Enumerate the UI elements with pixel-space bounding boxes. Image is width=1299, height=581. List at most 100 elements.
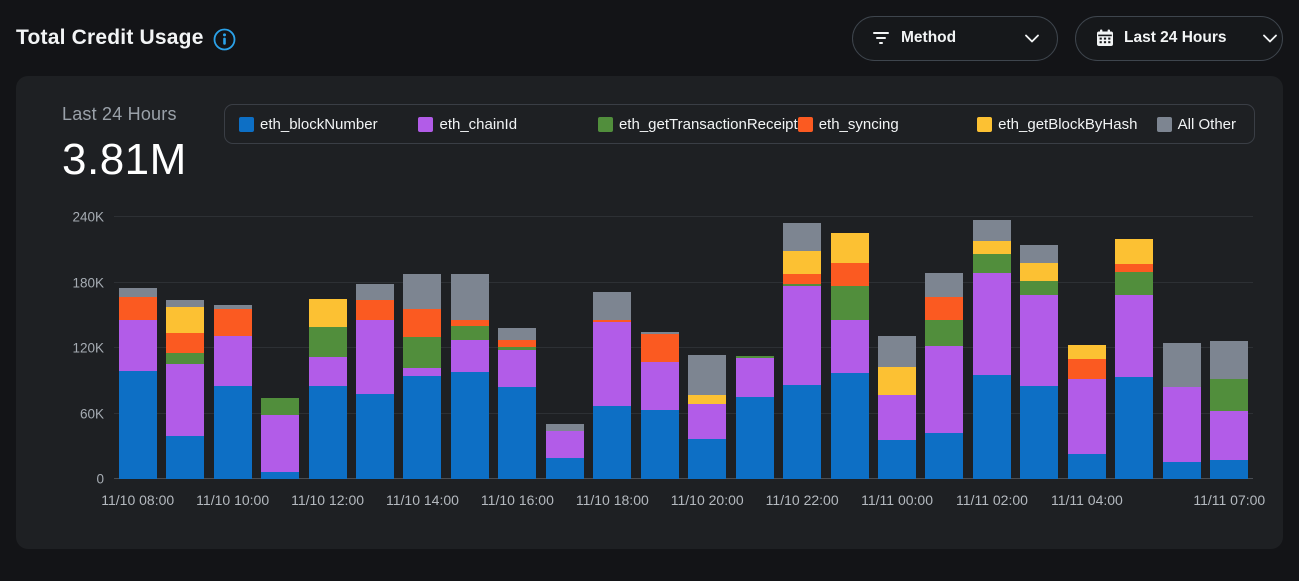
bar-segment-eth_blockNumber[interactable] <box>1115 377 1154 479</box>
bar-segment-eth_blockNumber[interactable] <box>261 472 300 479</box>
bar-segment-eth_blockNumber[interactable] <box>640 410 679 479</box>
bar-segment-All Other[interactable] <box>972 220 1011 242</box>
bar-segment-eth_chainId[interactable] <box>1020 294 1059 387</box>
bar-segment-eth_blockNumber[interactable] <box>878 439 916 479</box>
stacked-bar-11/11 05:00[interactable] <box>1115 217 1154 479</box>
bar-segment-eth_syncing[interactable] <box>925 296 964 320</box>
bar-segment-eth_chainId[interactable] <box>118 319 157 371</box>
bar-segment-All Other[interactable] <box>356 283 394 300</box>
bar-segment-eth_chainId[interactable] <box>545 430 584 459</box>
bar-segment-eth_blockNumber[interactable] <box>593 405 632 479</box>
bar-segment-All Other[interactable] <box>688 354 727 395</box>
bar-segment-eth_getTransactionReceipt[interactable] <box>1210 378 1249 412</box>
bar-segment-eth_getTransactionReceipt[interactable] <box>925 319 964 346</box>
stacked-bar-11/10 11:00[interactable] <box>261 217 300 479</box>
bar-segment-eth_getBlockByHash[interactable] <box>830 233 869 263</box>
bar-segment-eth_chainId[interactable] <box>498 350 537 388</box>
info-icon[interactable] <box>213 28 236 51</box>
bar-segment-eth_blockNumber[interactable] <box>925 433 964 479</box>
stacked-bar-11/11 07:00[interactable] <box>1210 217 1249 479</box>
bar-segment-eth_blockNumber[interactable] <box>403 376 442 479</box>
stacked-bar-11/11 03:00[interactable] <box>1020 217 1059 479</box>
bar-segment-eth_blockNumber[interactable] <box>1210 460 1249 479</box>
bar-segment-eth_getBlockByHash[interactable] <box>688 394 727 404</box>
bar-segment-eth_chainId[interactable] <box>735 357 774 398</box>
bar-segment-eth_chainId[interactable] <box>450 340 489 373</box>
stacked-bar-11/10 17:00[interactable] <box>545 217 584 479</box>
stacked-bar-11/10 20:00[interactable] <box>688 217 727 479</box>
stacked-bar-11/11 00:00[interactable] <box>878 217 916 479</box>
bar-segment-All Other[interactable] <box>783 222 822 251</box>
bar-segment-All Other[interactable] <box>878 336 916 367</box>
bar-segment-All Other[interactable] <box>118 288 157 297</box>
bar-segment-eth_chainId[interactable] <box>640 362 679 411</box>
stacked-bar-11/10 19:00[interactable] <box>640 217 679 479</box>
bar-segment-eth_getTransactionReceipt[interactable] <box>450 326 489 341</box>
bar-segment-eth_syncing[interactable] <box>213 308 252 337</box>
bar-segment-eth_blockNumber[interactable] <box>735 397 774 479</box>
bar-segment-All Other[interactable] <box>925 272 964 297</box>
bar-segment-eth_getTransactionReceipt[interactable] <box>261 398 300 415</box>
bar-segment-eth_syncing[interactable] <box>593 319 632 322</box>
bar-segment-eth_syncing[interactable] <box>403 308 442 338</box>
bar-segment-All Other[interactable] <box>1162 342 1201 388</box>
stacked-bar-11/10 23:00[interactable] <box>830 217 869 479</box>
stacked-bar-11/11 02:00[interactable] <box>972 217 1011 479</box>
bar-segment-All Other[interactable] <box>498 328 537 341</box>
stacked-bar-11/10 09:00[interactable] <box>166 217 205 479</box>
bar-segment-eth_blockNumber[interactable] <box>498 387 537 479</box>
bar-segment-eth_getBlockByHash[interactable] <box>1067 344 1106 359</box>
bar-segment-eth_blockNumber[interactable] <box>972 375 1011 479</box>
stacked-bar-11/10 21:00[interactable] <box>735 217 774 479</box>
bar-segment-eth_blockNumber[interactable] <box>1162 461 1201 479</box>
bar-segment-eth_syncing[interactable] <box>783 273 822 284</box>
legend-item-eth_chainId[interactable]: eth_chainId <box>418 116 597 133</box>
legend-item-eth_syncing[interactable]: eth_syncing <box>797 116 977 133</box>
legend-item-eth_getBlockByHash[interactable]: eth_getBlockByHash <box>977 116 1156 133</box>
bar-segment-eth_chainId[interactable] <box>308 356 347 387</box>
bar-segment-eth_chainId[interactable] <box>166 364 205 437</box>
bar-segment-eth_syncing[interactable] <box>830 262 869 286</box>
bar-segment-eth_getTransactionReceipt[interactable] <box>1115 271 1154 295</box>
bar-segment-eth_syncing[interactable] <box>640 333 679 363</box>
bar-segment-eth_getBlockByHash[interactable] <box>1115 238 1154 264</box>
bar-segment-eth_chainId[interactable] <box>1115 294 1154 378</box>
bar-segment-eth_getTransactionReceipt[interactable] <box>308 327 347 357</box>
bar-segment-eth_chainId[interactable] <box>593 321 632 406</box>
bar-segment-eth_blockNumber[interactable] <box>1067 453 1106 479</box>
legend-item-eth_blockNumber[interactable]: eth_blockNumber <box>239 116 418 133</box>
bar-segment-All Other[interactable] <box>545 424 584 431</box>
bar-segment-eth_getBlockByHash[interactable] <box>1020 262 1059 282</box>
bar-segment-eth_getBlockByHash[interactable] <box>166 306 205 333</box>
bar-segment-eth_chainId[interactable] <box>213 336 252 387</box>
legend-item-All Other[interactable]: All Other <box>1156 116 1244 133</box>
bar-segment-eth_getTransactionReceipt[interactable] <box>166 353 205 365</box>
bar-segment-eth_chainId[interactable] <box>1162 387 1201 462</box>
bar-segment-eth_getBlockByHash[interactable] <box>308 298 347 328</box>
bar-segment-eth_getTransactionReceipt[interactable] <box>1020 281 1059 295</box>
bar-segment-eth_chainId[interactable] <box>878 394 916 440</box>
bar-segment-All Other[interactable] <box>1020 245 1059 263</box>
bar-segment-eth_syncing[interactable] <box>1115 263 1154 272</box>
stacked-bar-11/10 12:00[interactable] <box>308 217 347 479</box>
bar-segment-eth_blockNumber[interactable] <box>450 372 489 479</box>
bar-segment-eth_syncing[interactable] <box>118 296 157 320</box>
method-filter-dropdown[interactable]: Method <box>852 15 1058 61</box>
stacked-bar-11/10 08:00[interactable] <box>118 217 157 479</box>
bar-segment-eth_syncing[interactable] <box>166 332 205 354</box>
stacked-bar-11/10 18:00[interactable] <box>593 217 632 479</box>
bar-segment-eth_chainId[interactable] <box>925 345 964 434</box>
bar-segment-eth_chainId[interactable] <box>830 319 869 374</box>
bar-segment-eth_blockNumber[interactable] <box>166 436 205 479</box>
bar-segment-eth_syncing[interactable] <box>450 319 489 327</box>
bar-segment-eth_syncing[interactable] <box>356 300 394 320</box>
bar-segment-eth_blockNumber[interactable] <box>213 386 252 479</box>
stacked-bar-11/11 04:00[interactable] <box>1067 217 1106 479</box>
bar-segment-eth_syncing[interactable] <box>498 340 537 347</box>
bar-segment-eth_blockNumber[interactable] <box>545 458 584 479</box>
bar-segment-eth_blockNumber[interactable] <box>118 370 157 479</box>
bar-segment-eth_chainId[interactable] <box>1067 378 1106 454</box>
stacked-bar-11/10 16:00[interactable] <box>498 217 537 479</box>
bar-segment-eth_blockNumber[interactable] <box>308 386 347 479</box>
stacked-bar-11/10 15:00[interactable] <box>450 217 489 479</box>
